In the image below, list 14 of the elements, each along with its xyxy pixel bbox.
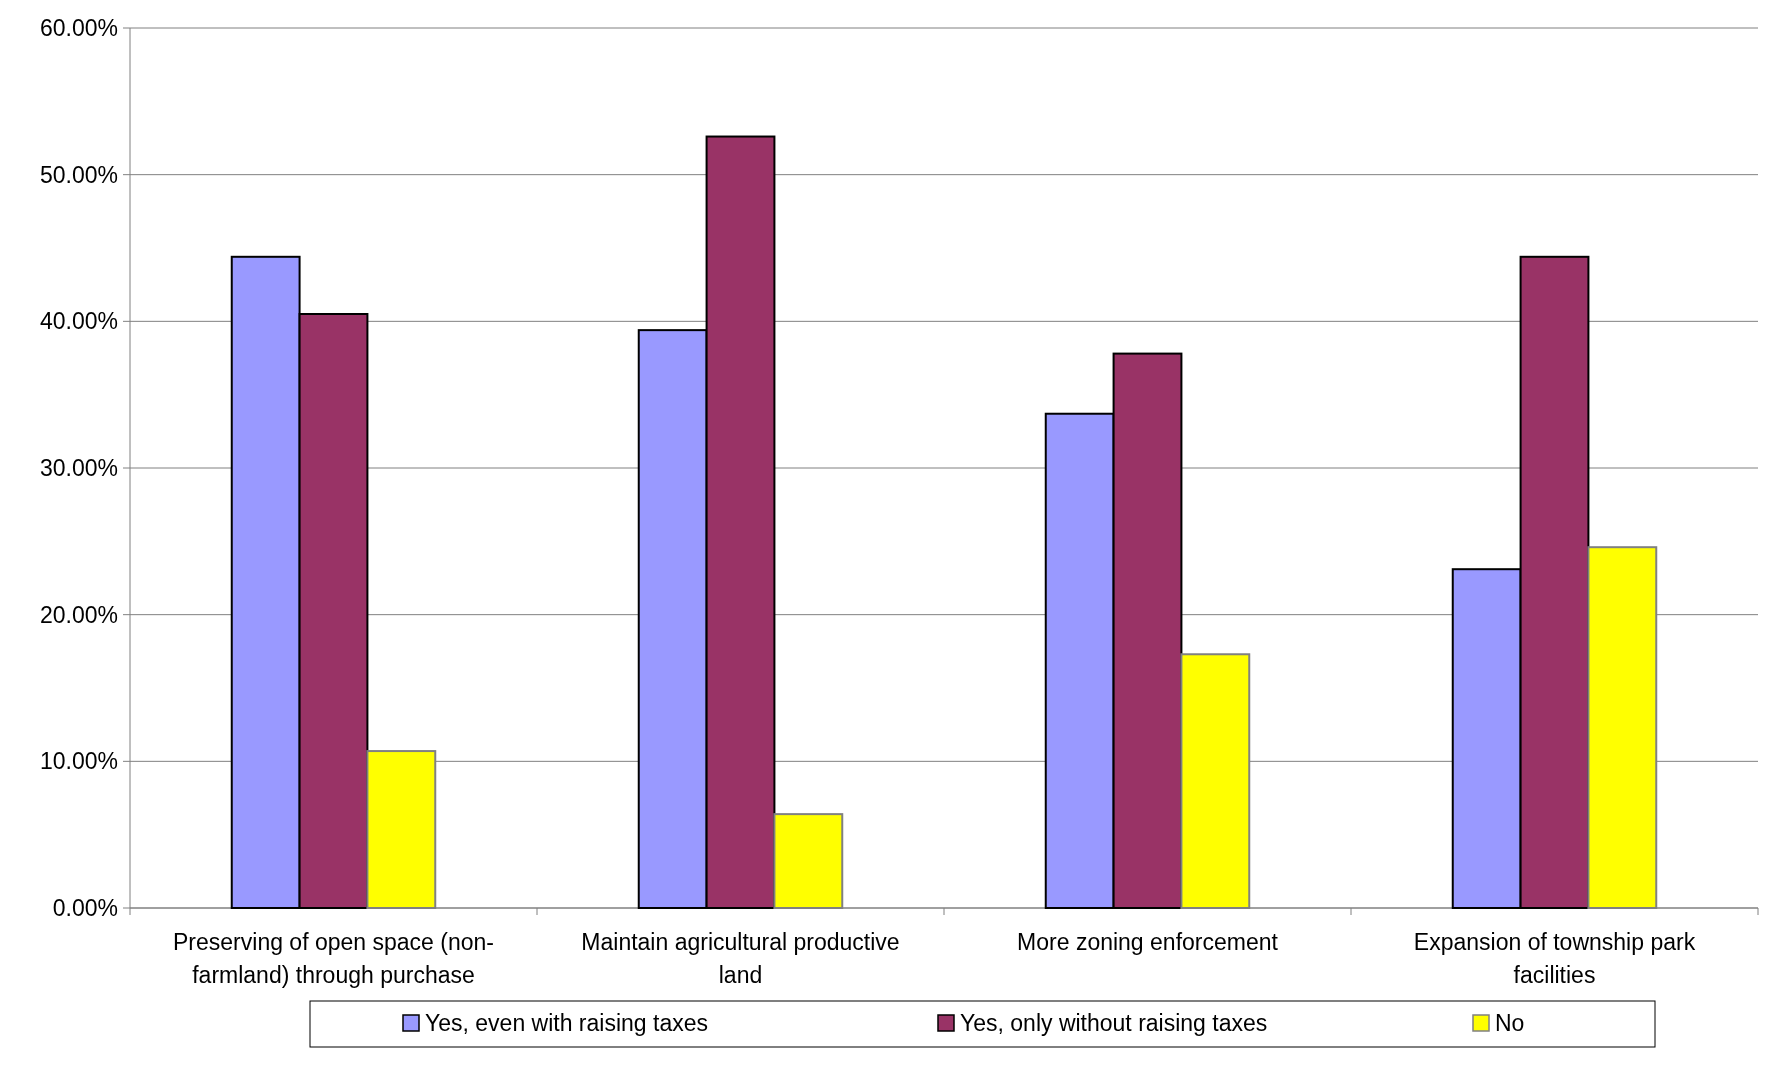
y-tick-label: 20.00%: [39, 601, 118, 628]
x-tick-label: Expansion of township park facilities: [1413, 929, 1696, 988]
y-tick-label: 10.00%: [39, 748, 118, 775]
x-tick-label: More zoning enforcement: [1017, 929, 1279, 955]
y-tick-label: 0.00%: [52, 895, 118, 922]
y-tick-label: 60.00%: [39, 15, 118, 42]
legend-label: Yes, only without raising taxes: [960, 1010, 1268, 1037]
x-tick-label: Maintain agricultural productive land: [581, 929, 900, 988]
legend-label: No: [1495, 1010, 1525, 1037]
y-tick-label: 30.00%: [39, 455, 118, 482]
legend-label: Yes, even with raising taxes: [425, 1010, 708, 1037]
y-tick-label: 40.00%: [39, 308, 118, 335]
y-tick-label: 50.00%: [39, 161, 118, 188]
x-tick-label: Preserving of open space (non-farmland) through purchase: [173, 929, 494, 988]
